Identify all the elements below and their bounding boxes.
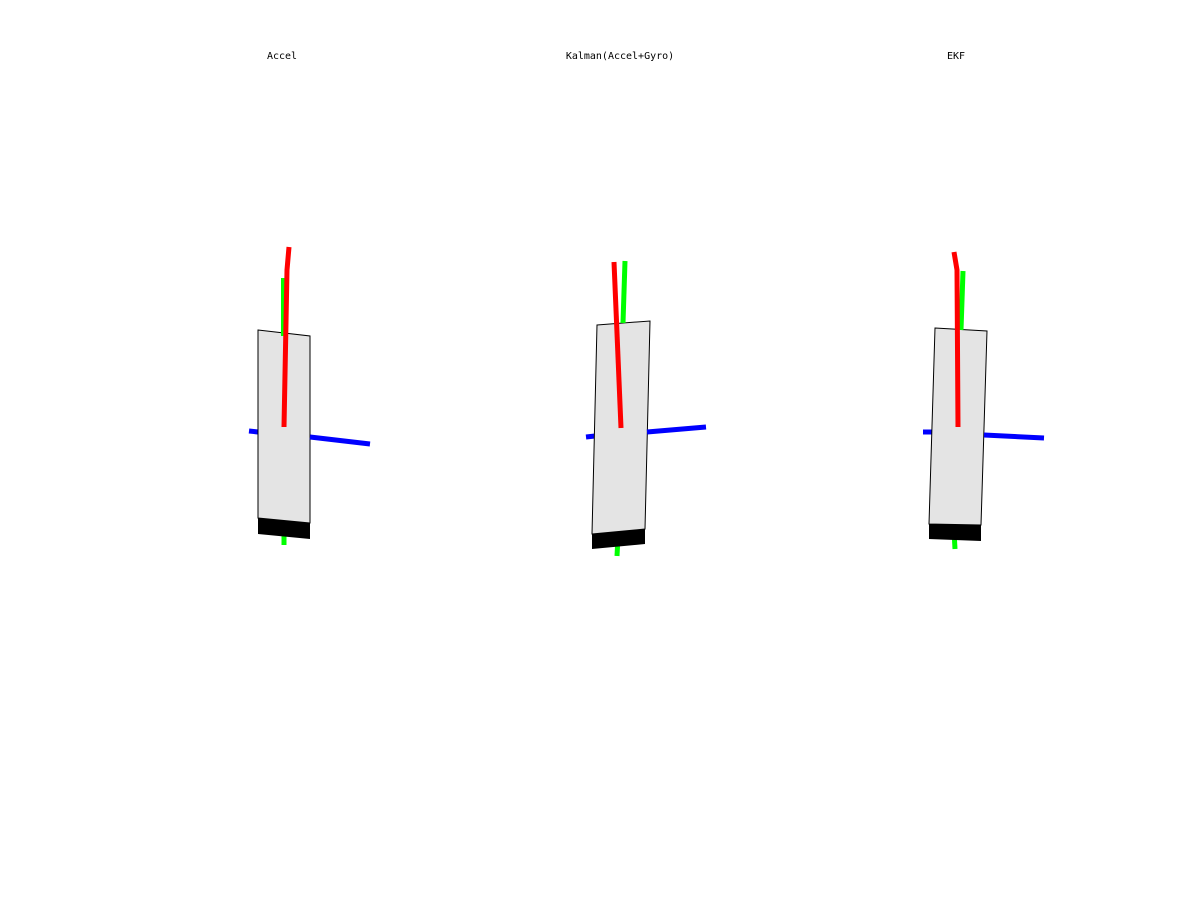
orientation-view-kalman [586, 261, 706, 556]
z-axis [310, 437, 370, 444]
y-axis-top [961, 271, 963, 330]
board-bottom-edge [929, 524, 981, 541]
z-axis [984, 435, 1044, 438]
z-axis-back [586, 436, 595, 437]
y-axis-top [623, 261, 625, 323]
orientation-view-accel [249, 247, 370, 545]
z-axis [647, 427, 706, 432]
orientation-view-ekf [923, 252, 1044, 549]
z-axis-back [249, 431, 258, 432]
